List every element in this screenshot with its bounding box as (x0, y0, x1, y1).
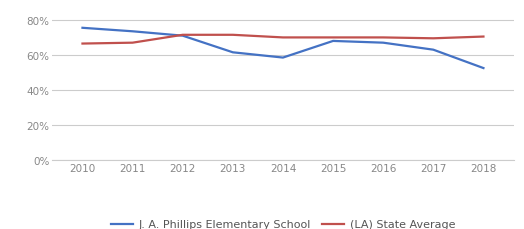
J. A. Phillips Elementary School (380, 42, 386, 45)
(LA) State Average (330, 37, 336, 40)
(LA) State Average (79, 43, 85, 46)
J. A. Phillips Elementary School (481, 67, 487, 70)
J. A. Phillips Elementary School (230, 52, 236, 55)
J. A. Phillips Elementary School (280, 57, 286, 60)
(LA) State Average (230, 34, 236, 37)
Legend: J. A. Phillips Elementary School, (LA) State Average: J. A. Phillips Elementary School, (LA) S… (106, 215, 460, 229)
(LA) State Average (481, 36, 487, 39)
J. A. Phillips Elementary School (129, 31, 136, 33)
Line: J. A. Phillips Elementary School: J. A. Phillips Elementary School (82, 29, 484, 69)
(LA) State Average (380, 37, 386, 40)
(LA) State Average (280, 37, 286, 40)
(LA) State Average (129, 42, 136, 45)
J. A. Phillips Elementary School (330, 40, 336, 43)
J. A. Phillips Elementary School (430, 49, 436, 52)
(LA) State Average (430, 38, 436, 41)
Line: (LA) State Average: (LA) State Average (82, 36, 484, 44)
J. A. Phillips Elementary School (180, 35, 186, 38)
J. A. Phillips Elementary School (79, 27, 85, 30)
(LA) State Average (180, 34, 186, 37)
